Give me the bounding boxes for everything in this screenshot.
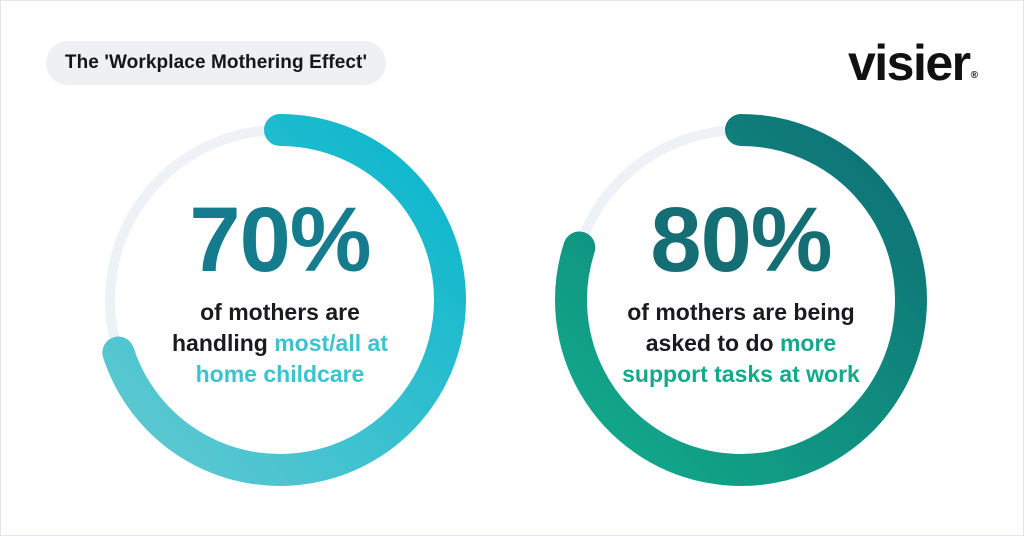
- highlighted-text: support tasks at work: [622, 361, 860, 387]
- description-line: of mothers are: [112, 297, 448, 328]
- description-line: support tasks at work: [573, 359, 909, 390]
- page-title-text: The 'Workplace Mothering Effect': [64, 52, 368, 73]
- description-text: of mothers are being: [627, 299, 855, 325]
- donut-chart-childcare-svg: [102, 114, 466, 486]
- description-line: of mothers are being: [573, 297, 909, 328]
- percentage-label-support-tasks: 80%: [650, 189, 832, 291]
- progress-arc-childcare: [102, 114, 466, 486]
- description-line: home childcare: [112, 359, 448, 390]
- description-line: asked to do more: [573, 328, 909, 359]
- page-title: The 'Workplace Mothering Effect': [46, 41, 386, 85]
- donut-chart-support-tasks-svg: [555, 114, 927, 486]
- description-line: handling most/all at: [112, 328, 448, 359]
- description-text: of mothers are: [200, 299, 360, 325]
- donut-chart-childcare: 70% of mothers are handling most/all at ho…: [92, 112, 468, 488]
- description-text: asked to do: [645, 330, 780, 356]
- percentage-label-childcare: 70%: [189, 189, 371, 291]
- logo-registered-mark: ®: [970, 70, 978, 81]
- highlighted-text: home childcare: [195, 361, 365, 387]
- description-childcare: of mothers are handling most/all at home c…: [112, 297, 448, 390]
- visier-logo: visier®: [848, 38, 978, 88]
- highlighted-text: more: [779, 330, 837, 356]
- donut-chart-support-tasks: 80% of mothers are being asked to do more…: [553, 112, 929, 488]
- description-text: handling: [172, 330, 275, 356]
- highlighted-text: most/all at: [274, 330, 388, 356]
- logo-text: visier: [847, 35, 971, 91]
- progress-arc-support-tasks: [555, 114, 927, 486]
- description-support-tasks: of mothers are being asked to do more supp…: [573, 297, 909, 390]
